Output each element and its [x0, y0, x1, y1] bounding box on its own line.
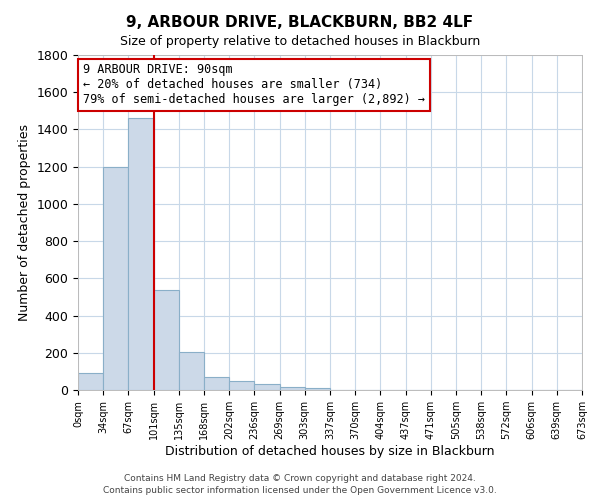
- Bar: [204, 377, 229, 390]
- Y-axis label: Number of detached properties: Number of detached properties: [18, 124, 31, 321]
- Bar: [254, 384, 280, 390]
- Bar: [128, 118, 154, 390]
- X-axis label: Distribution of detached houses by size in Blackburn: Distribution of detached houses by size …: [165, 445, 495, 458]
- Bar: [179, 352, 204, 390]
- Text: 9, ARBOUR DRIVE, BLACKBURN, BB2 4LF: 9, ARBOUR DRIVE, BLACKBURN, BB2 4LF: [127, 15, 473, 30]
- Bar: [103, 166, 128, 390]
- Bar: [154, 290, 179, 390]
- Text: Size of property relative to detached houses in Blackburn: Size of property relative to detached ho…: [120, 35, 480, 48]
- Text: 9 ARBOUR DRIVE: 90sqm
← 20% of detached houses are smaller (734)
79% of semi-det: 9 ARBOUR DRIVE: 90sqm ← 20% of detached …: [83, 64, 425, 106]
- Bar: [305, 388, 330, 390]
- Bar: [229, 380, 254, 390]
- Bar: [280, 387, 305, 390]
- Bar: [78, 373, 103, 390]
- Text: Contains HM Land Registry data © Crown copyright and database right 2024.
Contai: Contains HM Land Registry data © Crown c…: [103, 474, 497, 495]
